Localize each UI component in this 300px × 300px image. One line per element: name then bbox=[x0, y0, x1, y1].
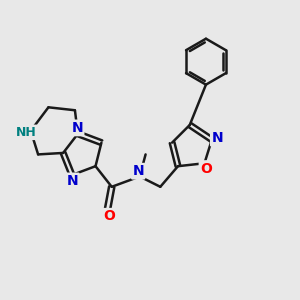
Text: N: N bbox=[71, 121, 83, 135]
Text: O: O bbox=[103, 209, 115, 223]
Text: N: N bbox=[132, 164, 144, 178]
Text: N: N bbox=[67, 174, 78, 188]
Text: O: O bbox=[200, 161, 212, 176]
Text: NH: NH bbox=[16, 126, 37, 139]
Text: N: N bbox=[211, 131, 223, 145]
